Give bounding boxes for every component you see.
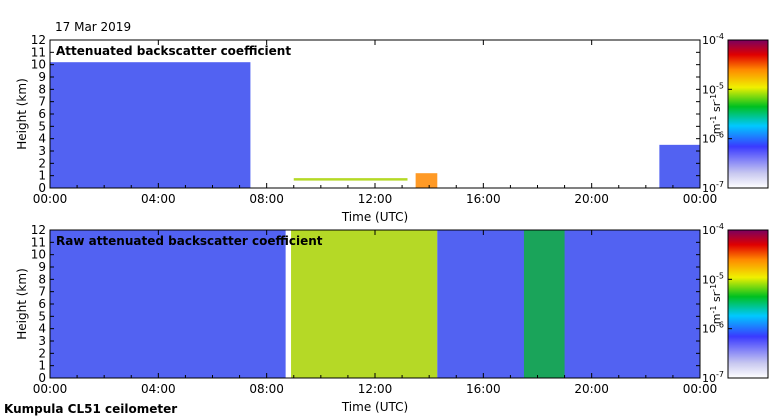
chart-title: Raw attenuated backscatter coefficient [56,234,323,248]
y-tick-label: 9 [38,260,46,274]
backscatter-region [523,230,565,378]
y-tick-label: 0 [38,181,46,195]
y-tick-label: 9 [38,70,46,84]
y-tick-label: 11 [31,45,46,59]
x-tick-label: 04:00 [141,192,176,206]
backscatter-region [659,144,700,188]
backscatter-region [291,230,438,378]
y-tick-label: 8 [38,82,46,96]
y-tick-label: 2 [38,156,46,170]
chart-title: Attenuated backscatter coefficient [56,44,291,58]
x-axis-label: Time (UTC) [341,210,408,224]
y-tick-label: 4 [38,322,46,336]
y-tick-label: 10 [31,58,46,72]
x-tick-label: 20:00 [574,192,609,206]
y-tick-label: 5 [38,309,46,323]
backscatter-region [50,230,286,378]
y-tick-label: 5 [38,119,46,133]
x-tick-label: 00:00 [683,192,718,206]
x-tick-label: 00:00 [33,382,68,396]
colorbar [727,39,769,189]
colorbar-tick-label: 10-5 [702,271,724,286]
backscatter-region [293,178,408,181]
instrument-label: Kumpula CL51 ceilometer [4,402,178,416]
x-tick-label: 12:00 [358,192,393,206]
colorbar-unit-label: m-1 sr-1 [709,94,723,134]
date-label: 17 Mar 2019 [55,20,132,34]
y-tick-label: 12 [31,223,46,237]
x-axis-label: Time (UTC) [341,400,408,414]
y-tick-label: 12 [31,33,46,47]
y-tick-label: 1 [38,359,46,373]
colorbar [727,229,769,379]
colorbar-tick-label: 10-5 [702,81,724,96]
y-tick-label: 8 [38,272,46,286]
x-tick-label: 00:00 [33,192,68,206]
x-tick-label: 00:00 [683,382,718,396]
y-tick-label: 7 [38,95,46,109]
y-tick-label: 10 [31,248,46,262]
x-tick-label: 08:00 [249,192,284,206]
colorbar-tick-label: 10-6 [702,321,724,336]
x-tick-label: 20:00 [574,382,609,396]
x-tick-label: 16:00 [466,382,501,396]
y-tick-label: 4 [38,132,46,146]
backscatter-region [50,62,251,189]
x-tick-label: 12:00 [358,382,393,396]
colorbar-tick-label: 10-7 [702,370,724,385]
y-tick-label: 7 [38,285,46,299]
y-tick-label: 6 [38,297,46,311]
y-tick-label: 6 [38,107,46,121]
y-axis-label: Height (km) [15,78,29,149]
colorbar-tick-label: 10-4 [702,32,724,47]
y-axis-label: Height (km) [15,268,29,339]
y-tick-label: 11 [31,235,46,249]
y-tick-label: 2 [38,346,46,360]
x-tick-label: 16:00 [466,192,501,206]
y-tick-label: 3 [38,334,46,348]
backscatter-region [437,230,700,378]
x-tick-label: 08:00 [249,382,284,396]
backscatter-region [415,173,438,188]
colorbar-tick-label: 10-6 [702,131,724,146]
y-tick-label: 0 [38,371,46,385]
x-tick-label: 04:00 [141,382,176,396]
y-tick-label: 3 [38,144,46,158]
colorbar-tick-label: 10-7 [702,180,724,195]
y-tick-label: 1 [38,169,46,183]
colorbar-unit-label: m-1 sr-1 [709,284,723,324]
colorbar-tick-label: 10-4 [702,222,724,237]
